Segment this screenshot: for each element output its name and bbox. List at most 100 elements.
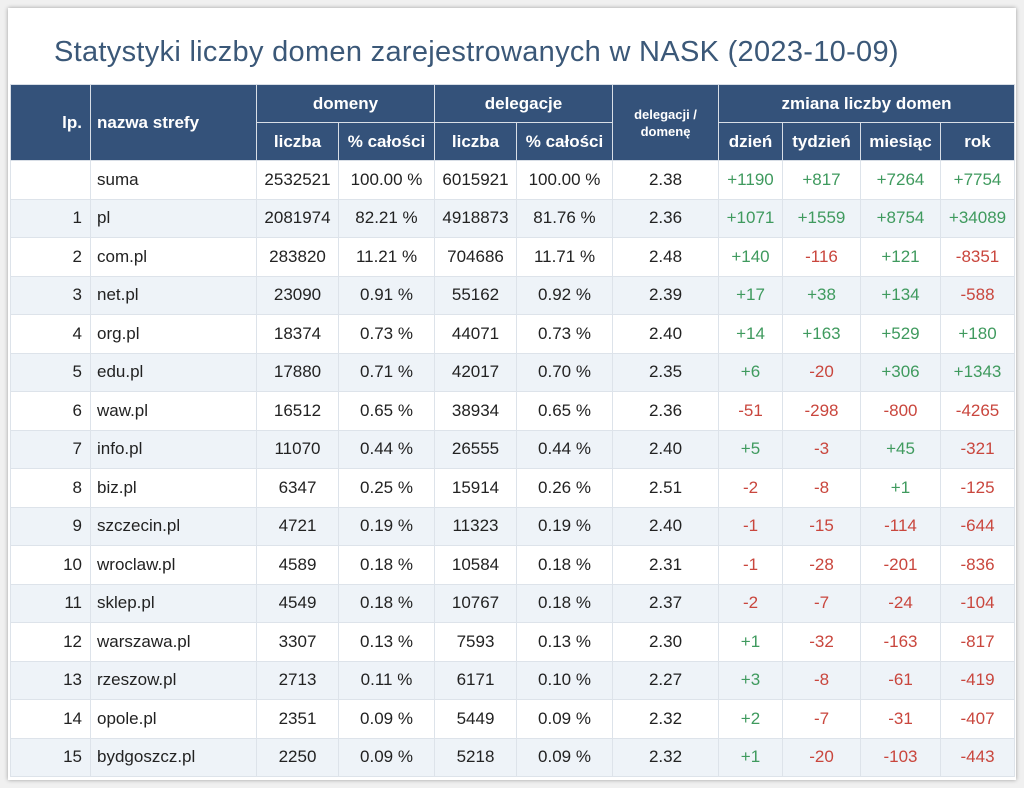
row: 1 pl 2081974 82.21 % 4918873 81.76 % 2.36 +1071… — [10, 198, 1016, 238]
cell: 82.21 % — [338, 198, 435, 238]
cell: 0.19 % — [516, 506, 613, 546]
cell: +163 — [782, 314, 861, 354]
cell: 2.36 — [612, 198, 719, 238]
cell: -298 — [782, 391, 861, 431]
cell: +7754 — [939, 160, 1016, 200]
cell: -15 — [782, 506, 861, 546]
cell: +8754 — [860, 198, 941, 238]
cell: 0.65 % — [338, 391, 435, 431]
cell: 0.09 % — [516, 737, 613, 777]
cell: -407 — [939, 699, 1016, 739]
cell: 2.32 — [612, 737, 719, 777]
cell: -2 — [718, 468, 783, 508]
cell: 11323 — [434, 506, 517, 546]
cell: 18374 — [256, 314, 339, 354]
cell: -800 — [860, 391, 941, 431]
cell: wroclaw.pl — [90, 545, 257, 585]
cell: 10767 — [434, 583, 517, 623]
cell: 0.70 % — [516, 352, 613, 392]
row: 14 opole.pl 2351 0.09 % 5449 0.09 % 2.32 +2 -7 -3… — [10, 699, 1016, 739]
cell: 0.09 % — [338, 699, 435, 739]
cell: 0.09 % — [516, 699, 613, 739]
cell: 0.18 % — [338, 545, 435, 585]
cell: -31 — [860, 699, 941, 739]
cell: +1343 — [939, 352, 1016, 392]
row: 4 org.pl 18374 0.73 % 44071 0.73 % 2.40 +14 +163… — [10, 314, 1016, 354]
cell: 3 — [10, 275, 91, 315]
cell: biz.pl — [90, 468, 257, 508]
cell: 5 — [10, 352, 91, 392]
stats-table: lp. nazwa strefy domeny delegacje delega… — [10, 84, 1016, 777]
cell: 3307 — [256, 622, 339, 662]
cell: 16512 — [256, 391, 339, 431]
cell: 44071 — [434, 314, 517, 354]
cell: -61 — [860, 660, 941, 700]
cell: 15914 — [434, 468, 517, 508]
cell: +529 — [860, 314, 941, 354]
header-cell: % całości — [516, 122, 613, 161]
header-cell: liczba — [256, 122, 339, 161]
cell: -321 — [939, 429, 1016, 469]
title: Statystyki liczby domen zarejestrowanych… — [54, 36, 899, 68]
cell: 23090 — [256, 275, 339, 315]
cell: 0.92 % — [516, 275, 613, 315]
header-cell: nazwa strefy — [90, 84, 257, 161]
cell: +306 — [860, 352, 941, 392]
cell: waw.pl — [90, 391, 257, 431]
cell: +34089 — [939, 198, 1016, 238]
cell: 2.51 — [612, 468, 719, 508]
cell: -3 — [782, 429, 861, 469]
cell: 12 — [10, 622, 91, 662]
cell: 2.32 — [612, 699, 719, 739]
cell: 6347 — [256, 468, 339, 508]
cell: 4 — [10, 314, 91, 354]
cell: -8 — [782, 468, 861, 508]
cell: +6 — [718, 352, 783, 392]
cell: com.pl — [90, 237, 257, 277]
row: 9 szczecin.pl 4721 0.19 % 11323 0.19 % 2.40 -1-… — [10, 506, 1016, 546]
cell: +38 — [782, 275, 861, 315]
cell: org.pl — [90, 314, 257, 354]
cell: 2 — [10, 237, 91, 277]
cell: 13 — [10, 660, 91, 700]
cell: 0.18 % — [516, 583, 613, 623]
cell: -8351 — [939, 237, 1016, 277]
header-row: liczba% całości liczba% całości dzień tydzi… — [11, 122, 1016, 161]
cell: 9 — [10, 506, 91, 546]
cell: 0.44 % — [338, 429, 435, 469]
header-cell: rok — [939, 122, 1016, 161]
cell: 0.65 % — [516, 391, 613, 431]
cell: 0.91 % — [338, 275, 435, 315]
cell: 6015921 — [434, 160, 517, 200]
cell: bydgoszcz.pl — [90, 737, 257, 777]
cell: +1 — [860, 468, 941, 508]
cell: -125 — [939, 468, 1016, 508]
cell: 55162 — [434, 275, 517, 315]
cell: 0.18 % — [516, 545, 613, 585]
table-body: suma 2532521 100.00 % 6015921 100.00 % 2.38 +1… — [10, 160, 1016, 777]
row: 8 biz.pl 6347 0.25 % 15914 0.26 % 2.51 -2 -8 +1 -1… — [10, 468, 1016, 508]
header-row: lp. nazwa strefy domeny delegacje delega… — [10, 84, 1016, 161]
cell: 10584 — [434, 545, 517, 585]
cell: 0.73 % — [516, 314, 613, 354]
cell: 7593 — [434, 622, 517, 662]
cell: 283820 — [256, 237, 339, 277]
cell: +121 — [860, 237, 941, 277]
cell: -24 — [860, 583, 941, 623]
cell: 11.21 % — [338, 237, 435, 277]
cell: 81.76 % — [516, 198, 613, 238]
cell: 0.13 % — [338, 622, 435, 662]
header-cell: liczba — [434, 122, 517, 161]
row: 15 bydgoszcz.pl 2250 0.09 % 5218 0.09 % 2.32 +1… — [10, 737, 1016, 777]
cell: +817 — [782, 160, 861, 200]
cell: 4549 — [256, 583, 339, 623]
cell: 0.09 % — [338, 737, 435, 777]
cell: 0.71 % — [338, 352, 435, 392]
cell: -419 — [939, 660, 1016, 700]
cell: +5 — [718, 429, 783, 469]
cell: -8 — [782, 660, 861, 700]
cell: +2 — [718, 699, 783, 739]
header-cell: tydzień — [782, 122, 861, 161]
cell: 8 — [10, 468, 91, 508]
